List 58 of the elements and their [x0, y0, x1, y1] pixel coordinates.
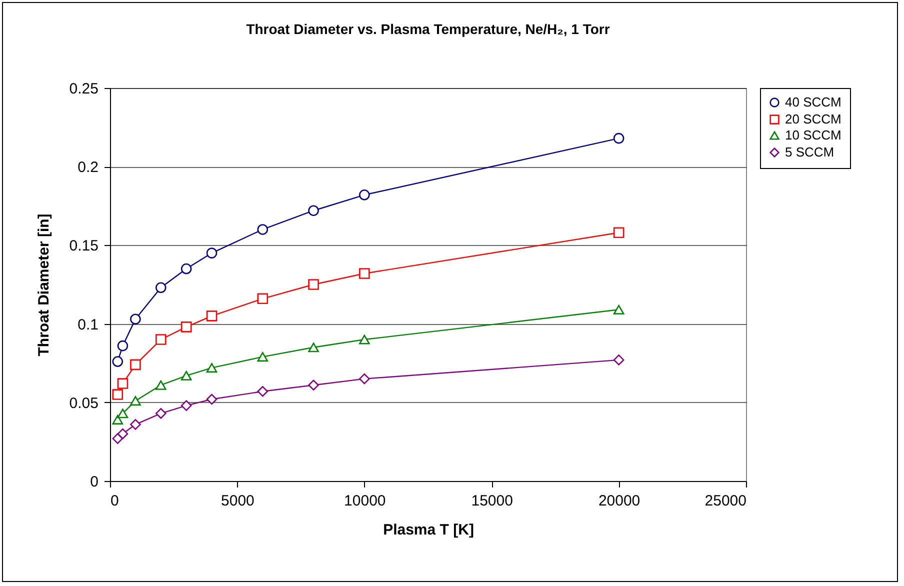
- x-tick-label: 5000: [221, 492, 254, 510]
- point: [117, 340, 128, 352]
- point: [112, 414, 124, 424]
- point: [155, 282, 166, 294]
- point: [613, 132, 624, 144]
- y-tick-label: 0.15: [69, 238, 98, 255]
- y-tick-label: 0: [90, 474, 98, 490]
- point: [117, 408, 128, 418]
- point: [180, 370, 192, 380]
- y-tick-label: 0.2: [78, 159, 98, 176]
- y-axis-title: Throat Diameter [in]: [35, 214, 52, 356]
- point: [257, 352, 268, 362]
- legend-label: 5 SCCM: [785, 144, 834, 160]
- point: [130, 359, 141, 370]
- chart-title: Throat Diameter vs. Plasma Temperature, Ne/H₂, 1 Torr: [246, 21, 610, 37]
- point: [130, 396, 141, 406]
- point: [206, 248, 218, 258]
- point: [613, 354, 624, 366]
- point: [206, 394, 218, 405]
- point: [308, 342, 319, 352]
- legend-label: 20 SCCM: [785, 112, 842, 126]
- y-tick-label: 0.05: [69, 394, 98, 412]
- point: [155, 380, 166, 390]
- x-tick-label: 15000: [471, 492, 513, 510]
- y-tick-label: 0.1: [78, 316, 98, 334]
- point: [130, 419, 141, 430]
- point: [308, 279, 319, 290]
- x-tick-label: 25000: [704, 492, 746, 510]
- point: [130, 314, 141, 324]
- point: [112, 356, 124, 367]
- point: [359, 373, 370, 384]
- point: [155, 334, 166, 345]
- x-axis-title: Plasma T [K]: [383, 522, 474, 538]
- point: [117, 378, 128, 389]
- point: [308, 380, 319, 390]
- x-tick-label: 20000: [598, 492, 640, 510]
- legend-label: 10 SCCM: [785, 128, 842, 142]
- x-tick-label: 10000: [344, 492, 386, 510]
- point: [112, 389, 124, 400]
- x-tick-label: 0: [110, 492, 119, 510]
- point: [613, 304, 624, 314]
- point: [155, 408, 166, 419]
- point: [359, 268, 370, 279]
- point: [359, 334, 370, 344]
- point: [257, 386, 268, 397]
- point: [257, 224, 268, 235]
- legend-label: 40 SCCM: [785, 94, 842, 110]
- point: [257, 293, 268, 304]
- point: [117, 428, 128, 440]
- point: [206, 363, 218, 373]
- point: [180, 322, 192, 332]
- point: [180, 263, 192, 274]
- point: [613, 227, 624, 238]
- point: [359, 190, 370, 200]
- point: [180, 400, 192, 411]
- point: [206, 310, 218, 322]
- point: [308, 205, 319, 216]
- y-tick-label: 0.25: [69, 80, 98, 98]
